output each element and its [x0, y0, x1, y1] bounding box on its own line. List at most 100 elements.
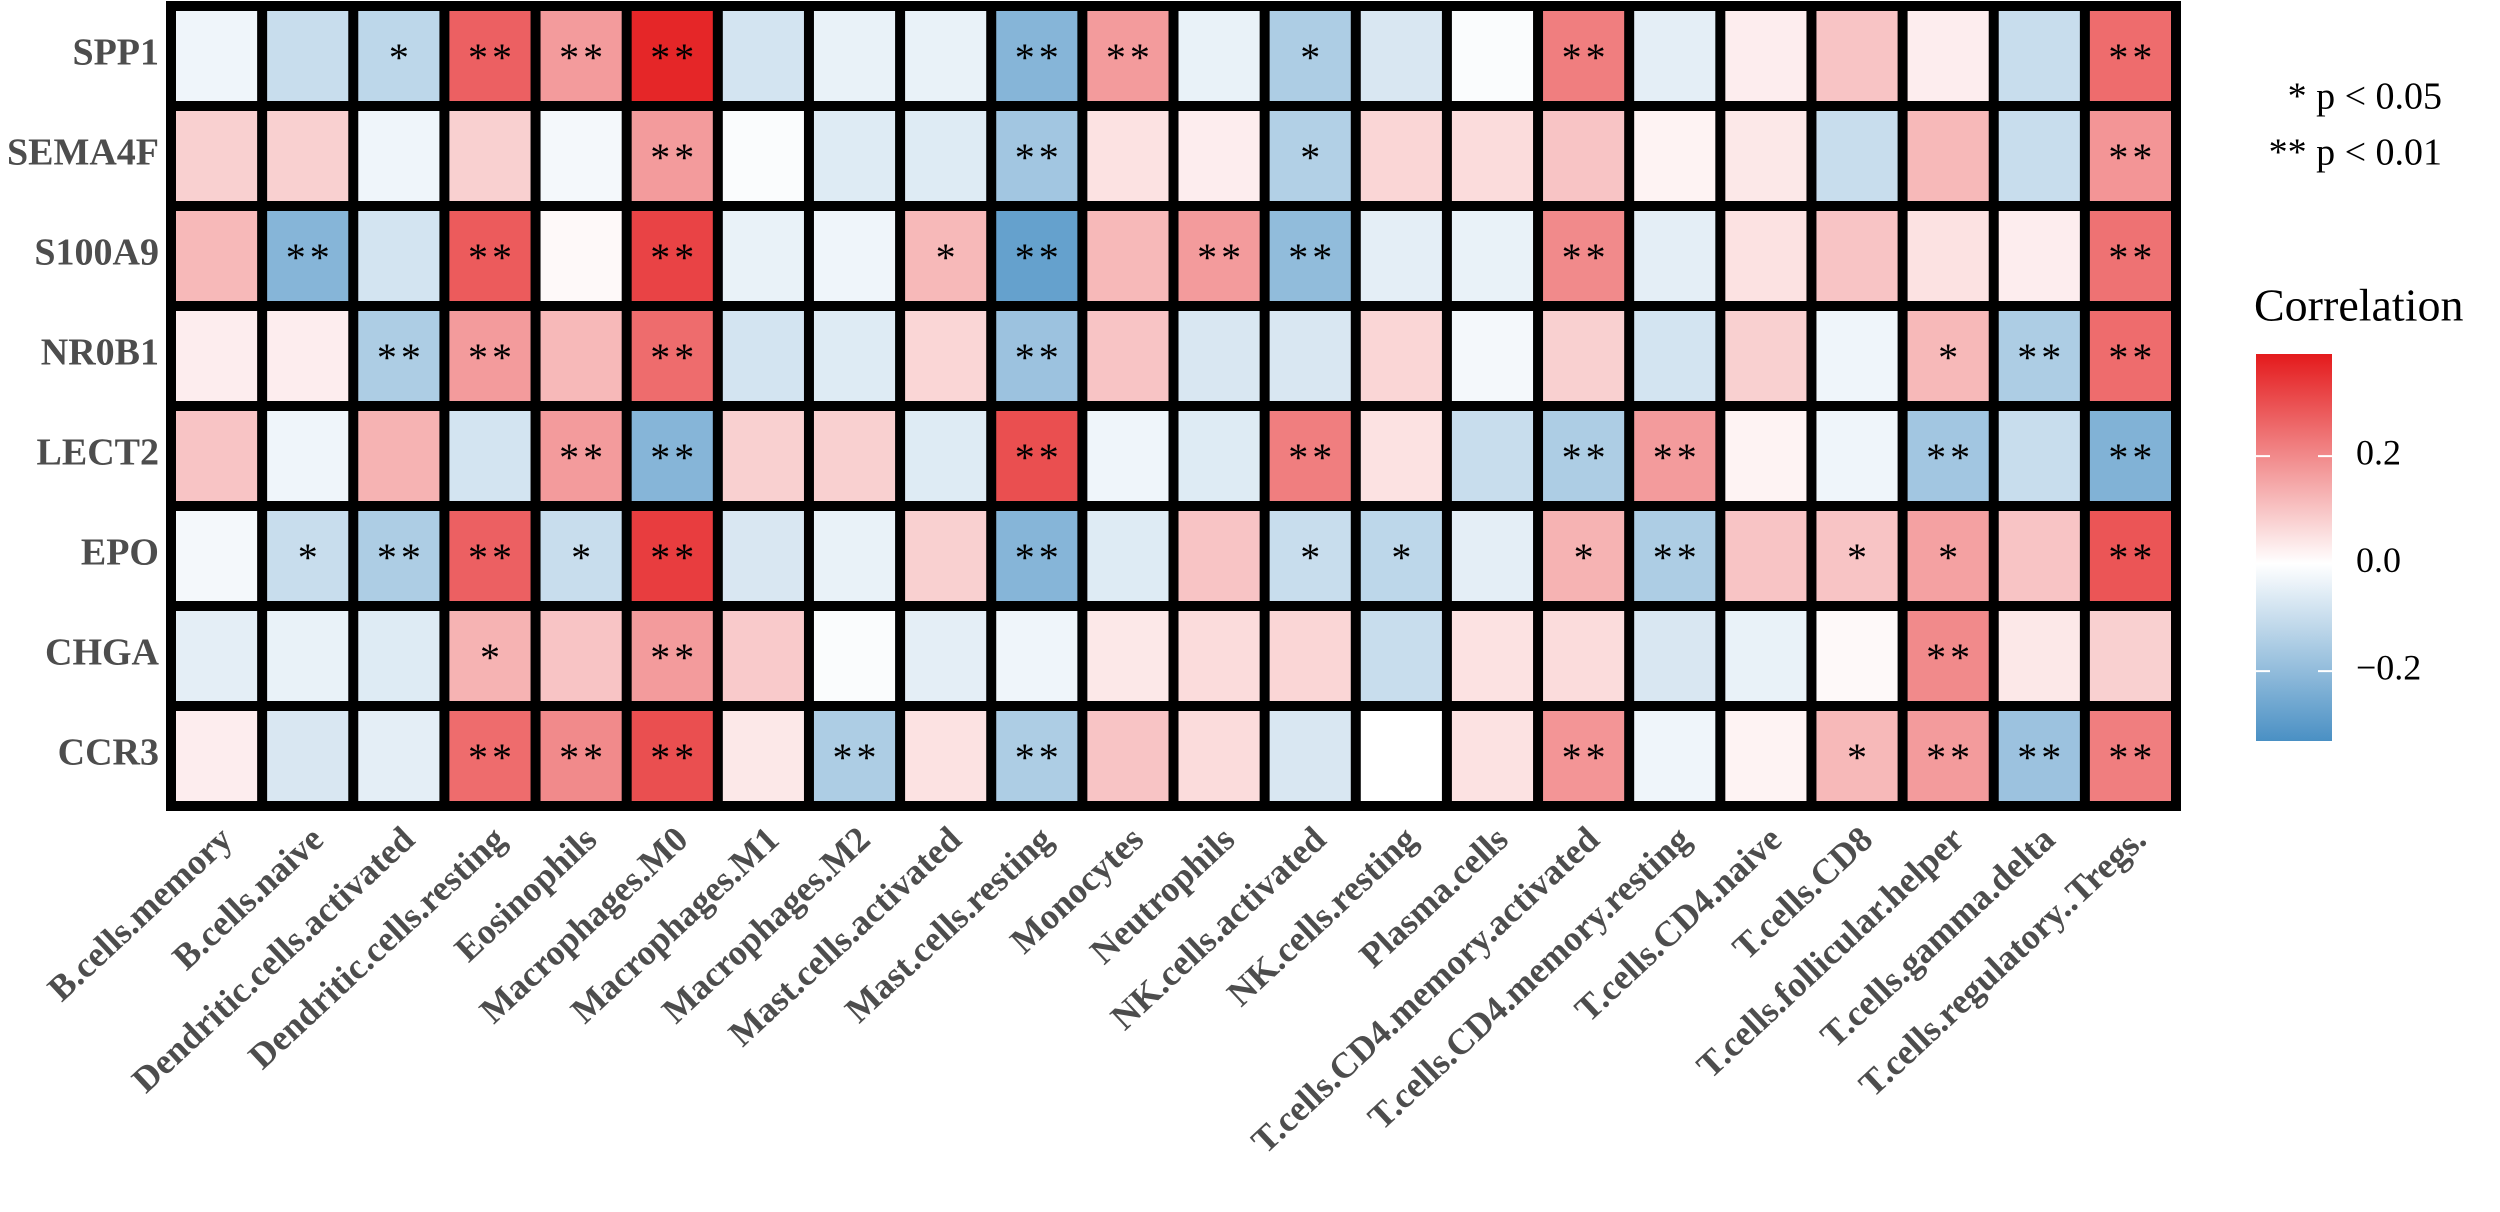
heatmap-cell	[996, 511, 1078, 601]
heatmap-cell	[2089, 511, 2171, 601]
heatmap-cell	[1087, 511, 1169, 601]
significance-mark: *	[1847, 735, 1871, 780]
significance-mark: **	[1562, 435, 1610, 480]
significance-mark: *	[1300, 35, 1324, 80]
significance-mark: **	[559, 735, 607, 780]
heatmap-cell	[905, 711, 987, 801]
heatmap-cell	[722, 411, 804, 501]
heatmap-cell	[267, 211, 349, 301]
heatmap-cell	[358, 411, 440, 501]
heatmap-cell	[1451, 511, 1534, 601]
heatmap-cell	[267, 311, 349, 401]
heatmap-cell	[1178, 411, 1260, 501]
heatmap-cell	[1543, 411, 1625, 501]
heatmap-cell	[1907, 311, 1989, 401]
heatmap-cell	[2089, 411, 2171, 501]
heatmap-cell	[176, 311, 258, 401]
heatmap-cell	[1816, 711, 1898, 801]
heatmap-cell	[813, 111, 896, 201]
heatmap-cell	[631, 311, 713, 401]
heatmap-cell	[1451, 711, 1534, 801]
heatmap-cell	[1269, 511, 1351, 601]
significance-mark: **	[1653, 435, 1701, 480]
heatmap-cell	[1451, 211, 1534, 301]
heatmap-cell	[1907, 511, 1989, 601]
heatmap-cell	[267, 711, 349, 801]
heatmap-cell	[1360, 611, 1442, 701]
significance-note: * p < 0.05	[2288, 76, 2442, 118]
significance-mark: **	[1288, 435, 1336, 480]
heatmap-cell	[1816, 11, 1898, 101]
heatmap-cell	[996, 111, 1078, 201]
heatmap-cell	[813, 511, 896, 601]
significance-mark: **	[650, 335, 698, 380]
significance-mark: *	[571, 535, 595, 580]
significance-mark: **	[2108, 435, 2156, 480]
significance-mark: **	[1015, 435, 1063, 480]
row-label: S100A9	[34, 232, 159, 274]
heatmap-cell	[1087, 711, 1169, 801]
heatmap-cell	[1087, 311, 1169, 401]
heatmap-cell	[540, 311, 622, 401]
heatmap-cell	[1634, 511, 1716, 601]
significance-mark: *	[480, 635, 504, 680]
heatmap-cell	[540, 611, 622, 701]
significance-mark: **	[377, 535, 425, 580]
heatmap-cell	[1725, 711, 1807, 801]
heatmap-cell	[2089, 311, 2171, 401]
heatmap-cell	[358, 711, 440, 801]
row-label: CHGA	[45, 632, 160, 674]
significance-mark: **	[468, 335, 516, 380]
heatmap-cell	[631, 511, 713, 601]
significance-mark: **	[2108, 35, 2156, 80]
significance-mark: **	[650, 435, 698, 480]
significance-mark: *	[1938, 535, 1962, 580]
heatmap-cell	[267, 111, 349, 201]
heatmap-cell	[1178, 11, 1260, 101]
significance-mark: *	[389, 35, 413, 80]
heatmap-cell	[1998, 411, 2080, 501]
heatmap-cell	[1725, 11, 1807, 101]
heatmap-cell	[813, 11, 896, 101]
significance-mark: **	[1653, 535, 1701, 580]
heatmap-cell	[1087, 111, 1169, 201]
heatmap-cell	[1998, 211, 2080, 301]
heatmap-cell	[905, 411, 987, 501]
heatmap-cell	[176, 11, 258, 101]
significance-mark: **	[650, 135, 698, 180]
significance-mark: *	[1574, 535, 1598, 580]
heatmap-cell	[358, 511, 440, 601]
heatmap-cell	[1360, 711, 1442, 801]
significance-mark: **	[1562, 235, 1610, 280]
colorbar-tick-label: 0.2	[2356, 432, 2401, 472]
heatmap-cell	[1634, 11, 1716, 101]
heatmap-cell	[449, 211, 531, 301]
significance-mark: **	[2108, 335, 2156, 380]
colorbar-title: Correlation	[2254, 280, 2464, 331]
significance-mark: *	[1847, 535, 1871, 580]
significance-mark: **	[468, 235, 516, 280]
heatmap-cell	[1725, 111, 1807, 201]
significance-mark: **	[1015, 735, 1063, 780]
significance-mark: **	[559, 35, 607, 80]
heatmap-cell	[1451, 11, 1534, 101]
significance-mark: **	[559, 435, 607, 480]
significance-mark: **	[2108, 535, 2156, 580]
heatmap-cell	[1269, 211, 1351, 301]
significance-mark: **	[1015, 135, 1063, 180]
heatmap-cell	[449, 311, 531, 401]
heatmap-cell	[1725, 211, 1807, 301]
heatmap-cell	[1998, 511, 2080, 601]
significance-mark: **	[1926, 635, 1974, 680]
heatmap-cell	[176, 111, 258, 201]
heatmap-cell	[1543, 111, 1625, 201]
heatmap-cell	[2089, 211, 2171, 301]
significance-mark: *	[1300, 135, 1324, 180]
significance-mark: **	[2017, 735, 2065, 780]
heatmap-cell	[1087, 211, 1169, 301]
heatmap-cell	[449, 711, 531, 801]
significance-mark: **	[833, 735, 881, 780]
heatmap-cell	[1451, 311, 1534, 401]
heatmap-cell	[176, 711, 258, 801]
heatmap-cell	[722, 511, 804, 601]
